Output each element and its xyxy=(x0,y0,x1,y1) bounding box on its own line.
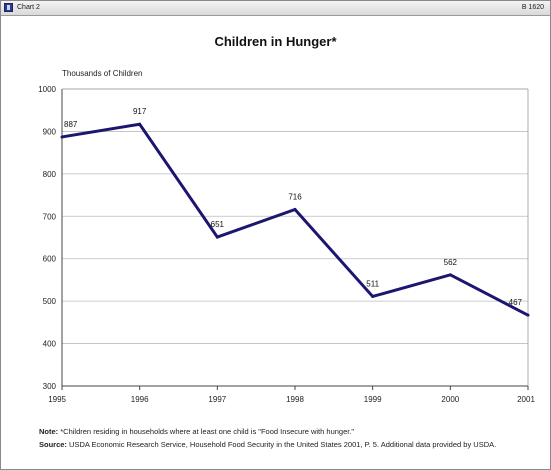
y-tick-label-800: 800 xyxy=(43,170,57,179)
data-point-1997 xyxy=(215,235,219,239)
data-label-1996: 917 xyxy=(133,107,147,116)
data-point-2000 xyxy=(448,273,452,277)
chart-title: Children in Hunger* xyxy=(214,34,337,49)
y-tick-label-600: 600 xyxy=(43,255,57,264)
x-tick-label-1995: 1995 xyxy=(48,395,66,404)
data-label-1998: 716 xyxy=(288,192,302,201)
y-axis-label: Thousands of Children xyxy=(62,69,143,78)
x-tick-label-1996: 1996 xyxy=(131,395,149,404)
x-tick-label-2000: 2000 xyxy=(441,395,459,404)
y-tick-label-300: 300 xyxy=(43,382,57,391)
data-labels: 887 917 651 716 511 562 467 xyxy=(64,107,523,307)
window-title: Chart 2 xyxy=(17,4,40,11)
data-point-1998 xyxy=(293,207,297,211)
x-tick-label-2001: 2001 xyxy=(517,395,535,404)
axes xyxy=(61,88,529,390)
data-label-1997: 651 xyxy=(211,220,225,229)
series xyxy=(60,122,530,317)
x-tick-label-1999: 1999 xyxy=(364,395,382,404)
window-code: B 1620 xyxy=(521,4,544,11)
source-line: Source: USDA Economic Research Service, … xyxy=(39,438,544,451)
data-label-1999: 511 xyxy=(366,279,379,288)
y-tick-label-1000: 1000 xyxy=(38,85,56,94)
data-point-2001 xyxy=(526,313,530,317)
data-point-1995 xyxy=(60,135,64,139)
chart-notes: Note: *Children residing in households w… xyxy=(39,425,544,451)
data-point-1996 xyxy=(138,122,142,126)
y-tick-label-400: 400 xyxy=(43,340,57,349)
data-label-2000: 562 xyxy=(444,258,458,267)
y-tick-labels: 300 400 500 600 700 800 900 1000 xyxy=(38,85,56,391)
source-text: USDA Economic Research Service, Househol… xyxy=(66,440,497,449)
note-line: Note: *Children residing in households w… xyxy=(39,425,544,438)
y-tick-label-700: 700 xyxy=(43,212,57,221)
app-icon xyxy=(4,3,13,12)
gridlines xyxy=(62,88,528,344)
series-line-0 xyxy=(61,122,529,317)
note-text: *Children residing in households where a… xyxy=(58,427,355,436)
data-point-1999 xyxy=(371,294,375,298)
title-bar: Chart 2 B 1620 xyxy=(1,1,550,16)
source-label: Source: xyxy=(39,440,67,449)
x-tick-labels: 1995 1996 1997 1998 1999 2000 2001 xyxy=(48,395,535,404)
note-label: Note: xyxy=(39,427,59,436)
data-label-2001: 467 xyxy=(509,298,523,307)
x-tick-label-1998: 1998 xyxy=(286,395,304,404)
y-tick-label-900: 900 xyxy=(43,127,57,136)
data-label-1995: 887 xyxy=(64,120,78,129)
x-tick-label-1997: 1997 xyxy=(208,395,226,404)
y-tick-label-500: 500 xyxy=(43,297,57,306)
